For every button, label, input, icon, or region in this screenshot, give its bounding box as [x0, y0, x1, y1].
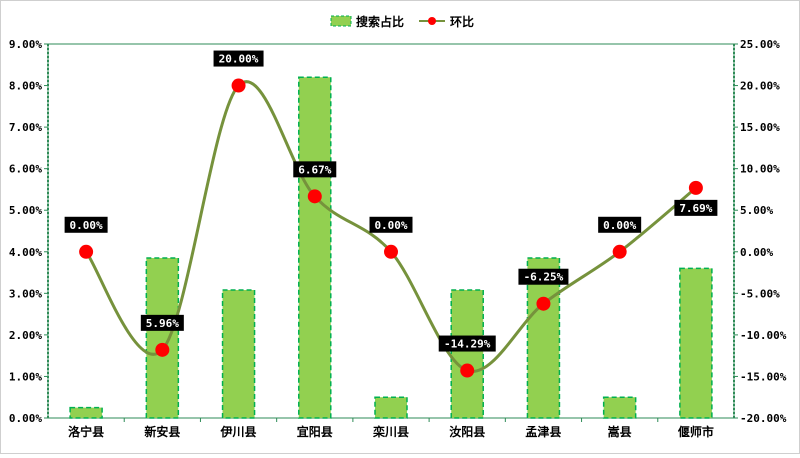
- line-marker: [384, 244, 398, 259]
- line-marker: [155, 342, 170, 357]
- line-marker: [612, 244, 627, 259]
- data-label: 20.00%: [219, 53, 259, 66]
- data-label: 0.00%: [603, 219, 636, 232]
- left-tick-label: 8.00%: [9, 80, 42, 93]
- right-tick-label: 5.00%: [740, 204, 773, 217]
- left-tick-label: 6.00%: [9, 163, 42, 176]
- bar: [69, 406, 103, 419]
- data-label-box: [140, 314, 184, 331]
- category-label: 伊川县: [220, 424, 257, 439]
- line-marker: [231, 78, 246, 93]
- bar-series: [69, 76, 713, 419]
- bar: [298, 76, 332, 419]
- line-marker: [460, 363, 475, 378]
- data-label: 5.96%: [146, 317, 179, 330]
- category-label: 洛宁县: [68, 424, 104, 439]
- data-label: -6.25%: [524, 271, 564, 284]
- right-tick-label: 25.00%: [740, 38, 780, 51]
- left-tick-label: 4.00%: [9, 246, 42, 259]
- right-tick-label: 10.00%: [740, 163, 780, 176]
- data-label: 0.00%: [374, 219, 407, 232]
- category-label: 偃师市: [678, 424, 714, 439]
- legend-bar-swatch: [330, 15, 352, 27]
- line-marker: [536, 296, 551, 311]
- right-tick-label: 0.00%: [740, 246, 773, 259]
- data-labels: 0.00% 5.96% 20.00% 6.67% 0.00% -14.29% -6.25% 0…: [64, 50, 718, 352]
- line-marker: [688, 180, 703, 195]
- legend-line-marker: [428, 17, 436, 25]
- right-tick-label: 15.00%: [740, 121, 780, 134]
- data-label-box: [64, 216, 108, 233]
- data-label: 7.69%: [679, 202, 712, 215]
- bar: [450, 289, 484, 419]
- data-label-box: [598, 216, 642, 233]
- data-label-box: [438, 335, 496, 352]
- right-tick-label: -10.00%: [740, 329, 787, 342]
- line-marker: [307, 189, 322, 204]
- data-label: 6.67%: [298, 163, 331, 176]
- category-label: 宜阳县: [297, 424, 333, 439]
- bar: [374, 396, 408, 419]
- bar: [221, 289, 256, 419]
- bar: [145, 257, 180, 419]
- right-tick-label: -20.00%: [740, 412, 787, 425]
- bar: [679, 267, 713, 419]
- left-tick-label: 5.00%: [9, 204, 42, 217]
- legend-bar-label: 搜索占比: [356, 14, 404, 29]
- axes: 0.00% 1.00% 2.00% 3.00% 4.00% 5.00% 6.00% 7.00%…: [9, 38, 787, 439]
- bar: [602, 396, 637, 419]
- right-tick-label: -15.00%: [740, 370, 787, 383]
- left-tick-label: 1.00%: [9, 370, 42, 383]
- left-tick-label: 3.00%: [9, 287, 42, 300]
- data-label-box: [369, 216, 413, 233]
- category-label: 嵩县: [608, 424, 632, 439]
- data-label: 0.00%: [70, 219, 103, 232]
- left-tick-label: 9.00%: [9, 38, 42, 51]
- data-label-box: [293, 161, 337, 178]
- data-label-box: [213, 50, 264, 67]
- data-label-box: [518, 268, 569, 285]
- left-tick-label: 2.00%: [9, 329, 42, 342]
- category-label: 孟津县: [525, 424, 561, 439]
- category-label: 新安县: [144, 424, 180, 439]
- right-tick-label: 20.00%: [740, 80, 780, 93]
- left-tick-label: 0.00%: [9, 412, 42, 425]
- legend: 搜索占比 环比: [330, 14, 474, 29]
- line-marker: [79, 244, 94, 259]
- legend-line-label: 环比: [450, 14, 474, 29]
- data-label: -14.29%: [444, 338, 491, 351]
- data-label-box: [674, 199, 718, 216]
- right-tick-label: -5.00%: [740, 287, 780, 300]
- left-tick-label: 7.00%: [9, 121, 42, 134]
- category-label: 汝阳县: [449, 424, 485, 439]
- category-label: 栾川县: [372, 424, 409, 439]
